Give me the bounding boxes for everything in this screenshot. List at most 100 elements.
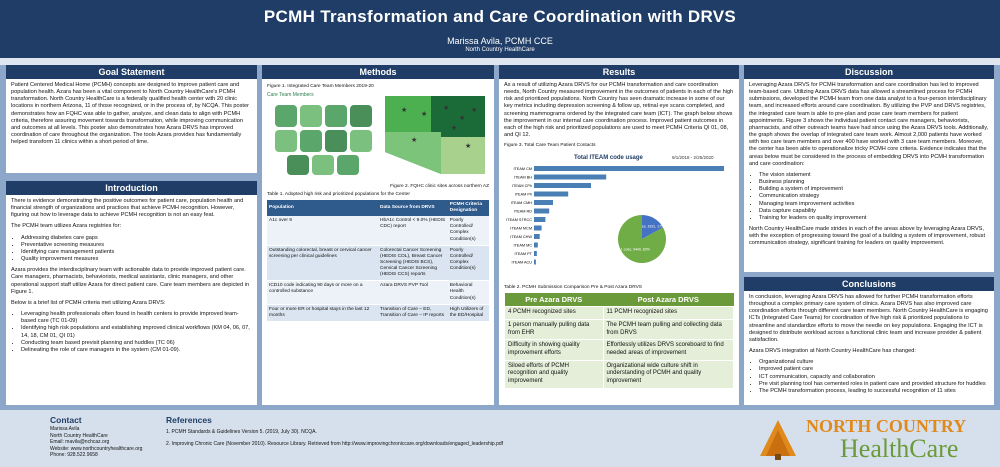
author-name: Marissa Avila, PCMH CCE <box>447 36 553 46</box>
conclusions-p2: Azara DRVS integration at North Country … <box>749 348 916 355</box>
contact-line: Email: mavila@nchcaz.org <box>50 439 110 446</box>
logo-line2: HealthCare <box>840 434 959 463</box>
table-cell: Four or more ER or hospital stays in the… <box>267 304 378 322</box>
svg-text:★: ★ <box>411 136 417 144</box>
chart-bar <box>534 166 724 172</box>
table-row: Four or more ER or hospital stays in the… <box>267 304 489 322</box>
pie-label: 1 code, 9440, 83% <box>621 248 650 252</box>
conclusions-panel: In conclusion, leveraging Azara DRVS has… <box>744 291 994 405</box>
list-item: Addressing diabetes care gaps <box>21 235 252 242</box>
table-cell: A1c over 9 <box>267 216 378 246</box>
reference-item: 2. Improving Chronic Care (November 2010… <box>166 440 504 447</box>
contact-line: North Country HealthCare <box>50 432 108 439</box>
map-region <box>431 96 485 138</box>
chart-bar <box>534 251 537 257</box>
table-cell: Siloed efforts of PCMH recognition and q… <box>504 359 604 389</box>
svg-text:★: ★ <box>451 124 457 132</box>
table-cell: ICD10 code indicating 90 days or more on… <box>267 280 378 305</box>
chart-date: 9/1/2018 - 2/25/2020 <box>672 155 714 160</box>
poster-header: PCMH Transformation and Care Coordinatio… <box>0 0 1000 58</box>
table1-caption: Table 1. Adopted high risk and prioritiz… <box>267 191 410 197</box>
table-row: 4 PCMH recognized sites 11 PCMH recognize… <box>504 306 734 320</box>
references-block: References 1. PCMH Standards & Guideline… <box>166 415 566 447</box>
list-item: Organizational culture <box>759 359 989 366</box>
table-row: 1 person manually pulling data from EHR T… <box>504 318 734 341</box>
chart-category-label: ITEAM MC <box>513 244 532 248</box>
table-cell: Organizational wide culture shift in und… <box>602 359 734 389</box>
chart-bar <box>534 208 550 214</box>
table-row: A1c over 9 HbA1c Control < 9.0% (HEDIS CD… <box>267 216 489 246</box>
conclusions-heading: Conclusions <box>744 277 994 291</box>
table-cell: 4 PCMH recognized sites <box>504 306 604 320</box>
table-header: Pre Azara DRVS <box>504 292 603 307</box>
references-heading: References <box>166 415 212 425</box>
intro-p3: Azara provides the interdisciplinary tea… <box>11 267 250 295</box>
contact-line: Marissa Avila <box>50 426 80 433</box>
chart-category-label: ITEAM CPh <box>512 184 532 188</box>
figure2-caption: Figure 2. FQHC clinic sites across north… <box>390 183 489 189</box>
svg-text:★: ★ <box>465 142 471 150</box>
chart-category-label: ITEAM CM <box>513 167 532 171</box>
intro-p4: Below is a brief list of PCMH criteria m… <box>11 299 166 306</box>
svg-text:★: ★ <box>401 106 407 114</box>
figure1-title: Care Team Members <box>267 92 314 99</box>
map-region <box>385 96 431 133</box>
table2-caption: Table 2. PCMH Submission Comparison Pre … <box>504 284 643 290</box>
table-cell: Azara DRVS PVP Tool <box>378 280 448 305</box>
chart-category-label: ITEAM ACU <box>512 261 533 265</box>
care-team-diagram <box>275 104 372 175</box>
conclusions-p1: In conclusion, leveraging Azara DRVS has… <box>749 294 988 343</box>
table-row: Siloed efforts of PCMH recognition and q… <box>504 359 734 389</box>
list-item: Managing team improvement activities <box>759 201 989 208</box>
goal-panel: Patient Centered Medical Home (PCMH) con… <box>6 79 257 173</box>
list-item: The vision statement <box>759 172 989 179</box>
discussion-panel: Leveraging Azara DRVS for PCMH transform… <box>744 79 994 272</box>
table-cell: Effortlessly utilizes DRVS scoreboard to… <box>602 339 734 361</box>
map-region <box>441 137 485 175</box>
chart-title: Total ITEAM code usage <box>574 155 644 161</box>
chart-category-label: ITEAM RD <box>514 210 532 214</box>
chart-category-label: ITEAM STRCC <box>506 218 532 222</box>
contact-line: Phone: 928.522.9658 <box>50 452 98 459</box>
pie-slice <box>618 215 666 264</box>
arizona-map: ★ ★★★★★★★ <box>385 96 485 175</box>
list-item: Improved patient care <box>759 366 989 373</box>
svg-text:★: ★ <box>443 104 449 112</box>
figure1-caption: Figure 1. Integrated Care Team Members 2… <box>267 84 374 89</box>
list-item: Building a system of improvement <box>759 186 989 193</box>
results-panel: As a result of utilizing Azara DRVS for … <box>499 79 739 405</box>
reference-item: 1. PCMH Standards & Guidelines Version 5… <box>166 429 317 436</box>
intro-p1: There is evidence demonstrating the posi… <box>11 198 244 219</box>
chart-bar <box>534 225 542 231</box>
table-cell: Outstanding colorectal, breast or cervic… <box>267 245 378 282</box>
svg-text:★: ★ <box>471 106 477 114</box>
list-item: Data capture capability <box>759 208 989 215</box>
chart-category-label: ITEAM BH <box>514 176 532 180</box>
chart-bar <box>534 191 569 197</box>
pie-slice <box>642 215 664 240</box>
logo-tree-icon <box>760 420 796 460</box>
intro-list1: Addressing diabetes care gaps Preventati… <box>11 235 252 264</box>
list-item: Quality improvement measures <box>21 256 252 263</box>
iteam-chart: Total ITEAM code usage 9/1/2018 - 2/25/2… <box>506 155 724 265</box>
logo-line1: NORTH COUNTRY <box>806 416 967 436</box>
population-table: Population Data Source from DRVS PCMH Cr… <box>267 199 489 322</box>
table-cell: 11 PCMH recognized sites <box>602 306 734 320</box>
intro-p2: The PCMH team utilizes Azara registries … <box>11 223 122 230</box>
list-item: Conducting team based previsit planning … <box>21 340 252 347</box>
results-heading: Results <box>499 65 739 79</box>
chart-category-label: ITEAM PT <box>514 252 532 256</box>
discussion-p2: North Country HealthCare made strides in… <box>749 225 985 247</box>
svg-text:★: ★ <box>421 110 427 118</box>
table-cell: HbA1c Control < 9.0% (HEDIS CDC) report <box>378 216 448 246</box>
list-item: Business planning <box>759 179 989 186</box>
chart-bar <box>534 200 553 206</box>
table-cell: High Utilizers of the ED/Hospital <box>447 304 489 322</box>
list-item: The PCMH transformation process, leading… <box>759 388 989 395</box>
chart-bar <box>534 183 591 189</box>
figure1: Care Team Members <box>267 92 379 182</box>
table-cell: Difficulty in showing quality improvemen… <box>504 339 604 361</box>
intro-heading: Introduction <box>6 181 257 195</box>
results-text: As a result of utilizing Azara DRVS for … <box>504 82 734 139</box>
table-cell: The PCMH team pulling and collecting dat… <box>602 318 734 341</box>
